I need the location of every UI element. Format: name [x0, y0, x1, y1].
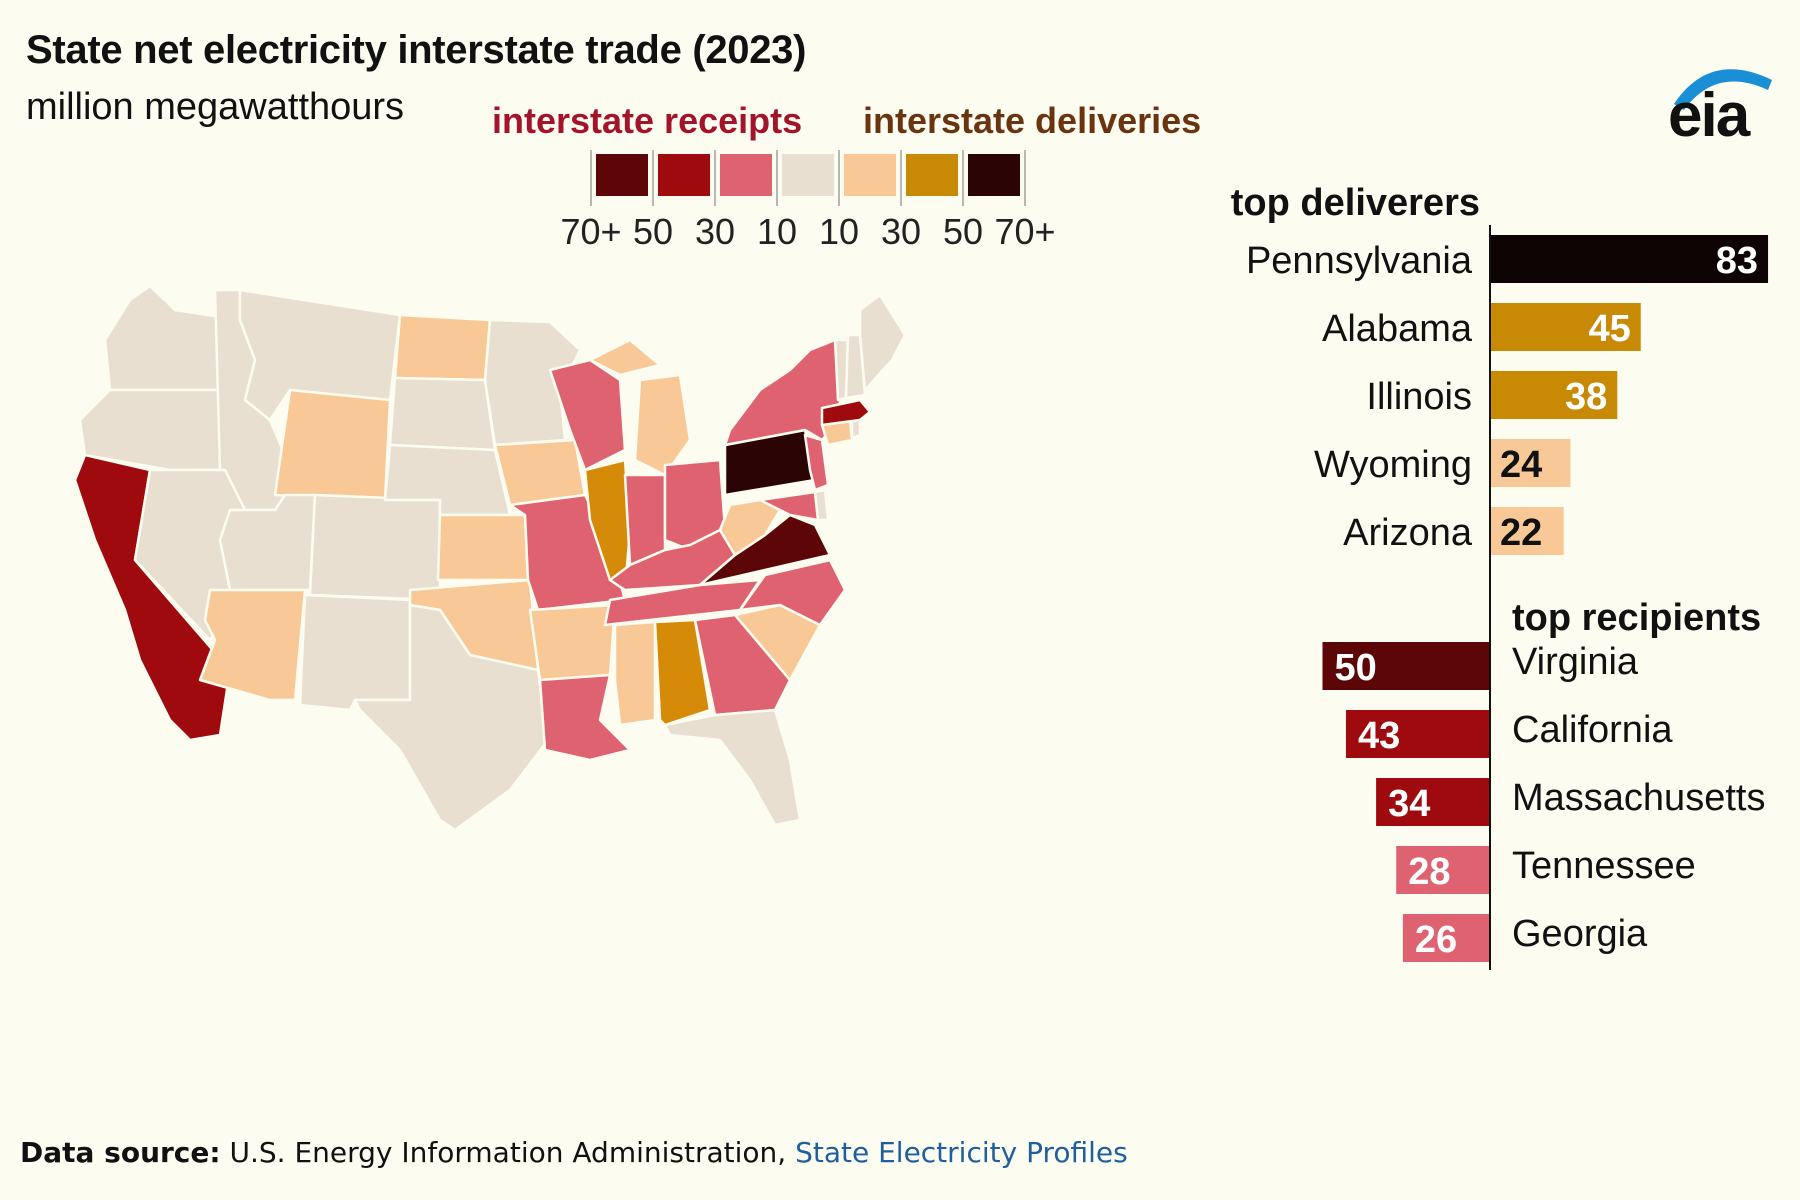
legend-tick-label: 30: [881, 211, 921, 252]
legend-swatch: [596, 154, 648, 196]
deliverer-label: Pennsylvania: [1246, 240, 1473, 282]
deliverer-bar: [1490, 303, 1641, 351]
deliverer-value-label: 24: [1500, 444, 1542, 486]
state-wyoming: [273, 388, 392, 502]
us-state-map: [73, 284, 907, 832]
state-north-dakota: [393, 313, 492, 382]
recipient-bar: [1345, 710, 1490, 758]
deliverer-label: Alabama: [1322, 308, 1473, 350]
recipient-label: Tennessee: [1512, 845, 1696, 887]
deliverer-value-label: 45: [1588, 308, 1630, 350]
legend-tick-label: 10: [819, 211, 859, 252]
state-south-dakota: [388, 376, 497, 452]
deliverer-label: Illinois: [1366, 376, 1472, 418]
deliverer-value-label: 38: [1565, 376, 1607, 418]
recipient-bar: [1322, 642, 1490, 690]
source-link[interactable]: State Electricity Profiles: [795, 1136, 1128, 1169]
legend-receipts-label: interstate receipts: [492, 100, 803, 141]
legend-tick-label: 10: [757, 211, 797, 252]
state-maine: [858, 293, 907, 392]
legend-tick-label: 70+: [560, 211, 621, 252]
state-north-carolina: [738, 558, 847, 627]
source-text: U.S. Energy Information Administration,: [229, 1136, 787, 1169]
recipient-label: Virginia: [1512, 641, 1639, 683]
deliverer-bar: [1490, 235, 1769, 283]
state-florida: [663, 708, 802, 827]
legend-swatch: [844, 154, 896, 196]
eia-logo-arc-icon: [1674, 69, 1772, 110]
recipient-value-label: 50: [1335, 647, 1377, 689]
eia-logo-text: eia: [1668, 81, 1750, 150]
legend-tick-label: 70+: [994, 211, 1055, 252]
state-alabama: [653, 618, 712, 727]
state-utah: [218, 493, 317, 592]
recipient-value-label: 34: [1388, 783, 1430, 825]
state-arizona: [198, 588, 307, 702]
state-oregon: [78, 388, 242, 472]
deliverer-label: Wyoming: [1314, 444, 1472, 486]
recipient-label: Georgia: [1512, 913, 1648, 955]
legend-tick-label: 30: [695, 211, 735, 252]
state-new-mexico: [298, 593, 412, 712]
deliverer-value-label: 83: [1716, 240, 1758, 282]
deliverer-bar: [1490, 507, 1564, 555]
top-states-bar-chart: top deliverers Pennsylvania 83 Alabama 45 Ill…: [1231, 182, 1769, 970]
legend-deliveries-label: interstate deliveries: [863, 100, 1202, 141]
recipient-bar: [1402, 914, 1490, 962]
data-source-footer: Data source: U.S. Energy Information Adm…: [20, 1136, 1128, 1169]
recipient-bar: [1396, 846, 1490, 894]
eia-logo[interactable]: eia: [1660, 52, 1780, 152]
chart-subtitle: million megawatthours: [26, 86, 405, 128]
state-michigan: [588, 338, 692, 477]
state-georgia: [693, 613, 792, 717]
recipient-value-label: 28: [1408, 851, 1450, 893]
legend-tick-label: 50: [633, 211, 673, 252]
legend-tick-label: 50: [943, 211, 983, 252]
state-rhode-island: [850, 418, 862, 440]
state-mississippi: [613, 620, 657, 727]
state-minnesota: [483, 318, 582, 447]
legend-swatch: [720, 154, 772, 196]
recipient-label: Massachusetts: [1512, 777, 1765, 819]
state-maryland: [758, 490, 820, 522]
state-texas: [353, 603, 550, 832]
source-label: Data source:: [20, 1136, 221, 1169]
legend-swatch: [782, 154, 834, 196]
deliverer-bar: [1490, 439, 1571, 487]
recipient-value-label: 43: [1358, 715, 1400, 757]
legend-swatch: [968, 154, 1020, 196]
top-recipients-heading: top recipients: [1512, 597, 1761, 639]
deliverer-bar: [1490, 371, 1618, 419]
recipient-bar: [1376, 778, 1490, 826]
top-deliverers-heading: top deliverers: [1231, 182, 1480, 224]
recipient-value-label: 26: [1415, 919, 1457, 961]
color-legend: 70+ 50 30 10 10 30 50 70+: [560, 150, 1056, 252]
state-colorado: [308, 493, 442, 602]
legend-swatch: [658, 154, 710, 196]
state-arkansas: [528, 603, 617, 682]
state-delaware: [813, 488, 830, 522]
legend-swatch: [906, 154, 958, 196]
state-kansas: [436, 513, 530, 582]
deliverer-label: Arizona: [1343, 512, 1473, 554]
deliverer-value-label: 22: [1500, 512, 1542, 554]
recipient-label: California: [1512, 709, 1673, 751]
state-louisiana: [538, 673, 632, 762]
chart-title: State net electricity interstate trade (…: [26, 28, 807, 72]
state-massachusetts: [820, 398, 872, 427]
state-iowa: [493, 438, 587, 507]
